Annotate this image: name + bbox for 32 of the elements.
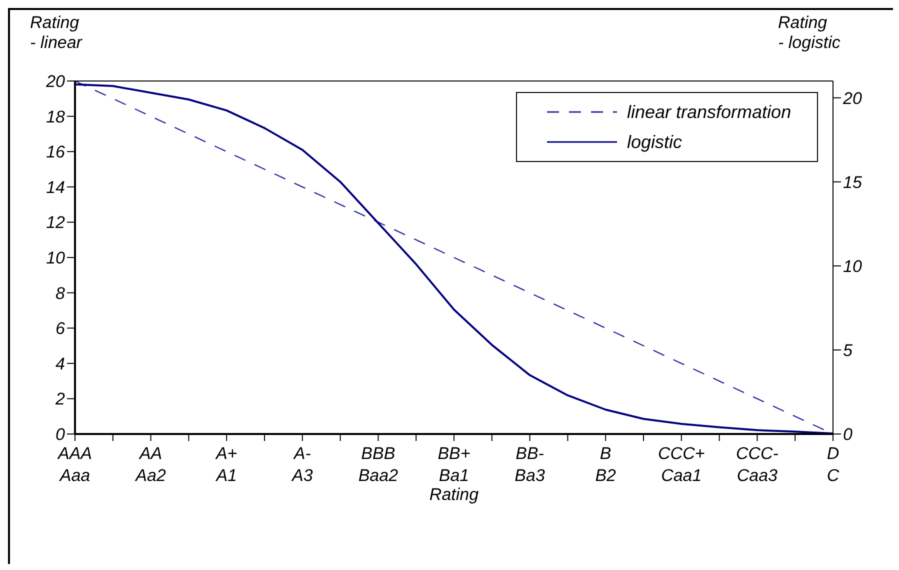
y-tick-label: 10: [46, 248, 66, 268]
legend-label: logistic: [627, 132, 682, 152]
y-tick-label: 18: [46, 107, 66, 126]
y-tick-label: 16: [46, 142, 66, 162]
legend-label: linear transformation: [627, 102, 792, 122]
y-tick-label: 0: [56, 425, 66, 444]
x-tick-label: BB- Ba3: [514, 444, 546, 485]
y-axis-title: Rating - linear: [30, 13, 84, 52]
y-tick-label: 6: [56, 319, 66, 338]
y-tick-label: 2: [54, 390, 66, 409]
y2-tick-label: 0: [843, 425, 853, 444]
x-tick-label: BBB Baa2: [358, 444, 399, 485]
x-tick-label: CCC- Caa3: [736, 444, 779, 485]
y2-tick-label: 5: [843, 340, 853, 360]
y2-tick-label: 20: [842, 88, 862, 108]
y-tick-label: 8: [56, 284, 66, 303]
y-tick-label: 20: [45, 72, 66, 92]
x-tick-label: CCC+ Caa1: [658, 444, 705, 485]
y-tick-label: 4: [56, 354, 65, 374]
y2-tick-label: 10: [843, 256, 862, 276]
x-tick-label: B B2: [595, 444, 617, 485]
x-tick-label: D C: [826, 444, 840, 485]
y2-tick-label: 15: [843, 172, 862, 192]
x-axis-title: Rating: [429, 485, 480, 504]
y2-axis-title: Rating - logistic: [778, 13, 841, 52]
x-tick-label: AA Aa2: [134, 444, 166, 485]
x-tick-label: A+ A1: [214, 444, 238, 485]
y-tick-label: 14: [46, 178, 65, 197]
x-tick-label: A- A3: [291, 444, 314, 485]
x-tick-label: AAA Aaa: [56, 444, 92, 485]
x-tick-label: BB+ Ba1: [438, 444, 470, 485]
y-tick-label: 12: [46, 213, 66, 232]
